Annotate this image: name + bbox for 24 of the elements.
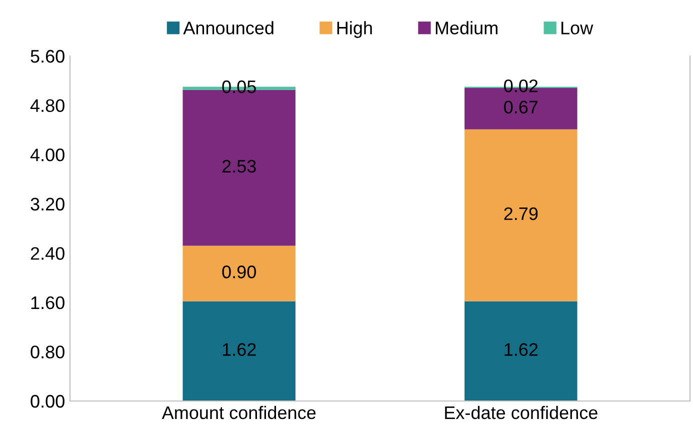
bar [182,301,296,401]
legend-label: Medium [436,21,498,34]
y-tick-label: 0.80 [30,346,64,358]
y-tick-label: 4.80 [30,99,64,112]
x-tick-label: Amount confidence [162,406,316,420]
data-label: 1.62 [222,343,256,356]
legend-label: High [337,21,372,38]
y-tick-label: 1.60 [31,296,64,310]
y-tick-label: 4.00 [30,148,64,162]
x-tick-label: Ex-date confidence [445,406,598,420]
y-tick-label: 0.00 [30,394,64,408]
data-label: 0.90 [222,266,256,278]
bar [464,129,578,302]
data-label: 0.67 [504,100,538,114]
y-tick-label: 5.60 [30,50,64,63]
data-label: 1.62 [504,343,538,356]
bar [182,246,296,302]
data-label: 2.53 [222,160,256,173]
legend-label: Low [561,22,594,34]
bar [464,301,578,401]
legend-label: Announced [183,21,274,34]
y-tick-label: 2.40 [30,247,64,260]
data-label: 2.79 [504,207,538,220]
y-tick-label: 3.20 [30,198,64,211]
